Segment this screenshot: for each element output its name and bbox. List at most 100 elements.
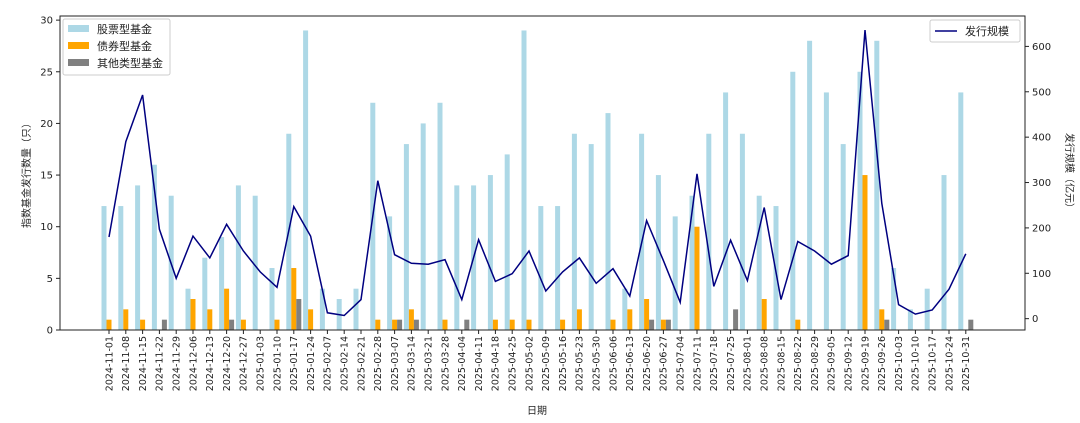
bar-stock (605, 113, 611, 330)
x-tick-label: 2025-05-30 (592, 336, 603, 391)
x-tick-label: 2025-05-09 (541, 336, 552, 391)
bar-bond (408, 309, 414, 330)
bar-bond (240, 319, 246, 330)
y2-axis-label: 发行规模（亿元） (1063, 133, 1076, 213)
y-tick-label: 10 (40, 222, 53, 233)
bar-other (649, 319, 655, 330)
bar-bond (123, 309, 129, 330)
x-tick-label: 2024-12-13 (205, 336, 216, 391)
x-tick-label: 2025-07-18 (709, 336, 720, 391)
bar-other (968, 319, 974, 330)
bar-stock (689, 195, 695, 330)
x-tick-label: 2025-05-23 (575, 336, 586, 391)
bar-stock (252, 195, 258, 330)
bar-bond (862, 175, 868, 330)
bar-bond (694, 226, 700, 330)
bar-other (665, 319, 671, 330)
x-tick-label: 2024-11-08 (121, 336, 132, 391)
bar-stock (655, 175, 661, 330)
bar-bond (761, 299, 767, 330)
x-tick-label: 2024-12-27 (239, 336, 250, 391)
bar-stock (202, 257, 208, 330)
x-tick-label: 2025-06-13 (625, 336, 636, 391)
x-tick-label: 2025-02-14 (340, 336, 351, 391)
bar-stock (924, 288, 930, 330)
bar-bond (610, 319, 616, 330)
legend-label-scale: 发行规模 (965, 24, 1009, 38)
bar-bond (106, 319, 112, 330)
x-tick-label: 2025-02-07 (323, 336, 334, 391)
bar-stock (756, 195, 762, 330)
bar-stock (622, 288, 628, 330)
x-tick-label: 2025-05-16 (558, 336, 569, 391)
x-tick-label: 2025-01-10 (272, 336, 283, 391)
bar-stock (807, 40, 813, 330)
y2-tick-label: 500 (1032, 87, 1051, 98)
legend-swatch-stock (68, 25, 89, 32)
y-tick-label: 0 (47, 326, 53, 337)
x-tick-label: 2025-07-25 (726, 336, 737, 391)
bar-bond (492, 319, 498, 330)
bar-bond (644, 299, 650, 330)
bar-bond (190, 299, 196, 330)
bar-stock (235, 185, 241, 330)
bar-stock (723, 92, 729, 331)
bar-bond (392, 319, 398, 330)
bar-bond (879, 309, 885, 330)
bar-stock (319, 288, 325, 330)
x-tick-label: 2025-10-17 (928, 336, 939, 391)
y-tick-label: 15 (40, 171, 53, 182)
line-layer (108, 30, 967, 317)
bar-other (229, 319, 235, 330)
line-scale (108, 30, 967, 317)
bar-stock (588, 144, 594, 330)
y-tick-label: 20 (40, 119, 53, 130)
x-tick-label: 2025-03-07 (390, 336, 401, 391)
bar-stock (790, 71, 796, 331)
x-tick-label: 2025-04-25 (508, 336, 519, 391)
bar-stock (823, 92, 829, 331)
bar-bond (140, 319, 146, 330)
y2-tick-label: 600 (1032, 42, 1051, 53)
x-tick-label: 2025-04-11 (474, 336, 485, 391)
bar-stock (941, 175, 947, 330)
x-tick-label: 2024-11-22 (155, 336, 166, 391)
bar-stock (303, 30, 309, 331)
legend-line: 发行规模 (929, 19, 1021, 43)
bar-stock (907, 309, 913, 330)
x-tick-label: 2025-08-01 (743, 336, 754, 391)
x-tick-label: 2025-10-31 (961, 336, 972, 391)
y2-tick-label: 300 (1032, 178, 1051, 189)
x-tick-label: 2025-09-19 (860, 336, 871, 391)
x-tick-label: 2025-08-22 (793, 336, 804, 391)
bar-stock (454, 185, 460, 330)
y-axis-left: 0 5 10 15 20 25 30 (40, 16, 60, 337)
bar-stock (706, 133, 712, 330)
bar-stock (387, 216, 393, 330)
x-tick-label: 2025-02-21 (356, 336, 367, 391)
bar-stock (353, 288, 359, 330)
x-tick-label: 2025-06-27 (659, 336, 670, 391)
bar-stock (739, 133, 745, 330)
bar-other (397, 319, 403, 330)
y-tick-label: 30 (40, 16, 53, 27)
bar-stock (504, 154, 510, 330)
legend-label-bond: 债券型基金 (97, 39, 152, 53)
y2-tick-label: 0 (1032, 314, 1038, 325)
bar-bond (308, 309, 314, 330)
x-tick-label: 2025-09-12 (844, 336, 855, 391)
x-tick-label: 2025-01-03 (256, 336, 267, 391)
y2-tick-label: 200 (1032, 223, 1051, 234)
legend-swatch-other (68, 59, 89, 66)
y2-tick-label: 100 (1032, 269, 1051, 280)
bars-layer (101, 30, 974, 331)
bar-bond (291, 268, 297, 330)
bar-bond (795, 319, 801, 330)
x-tick-label: 2024-11-15 (138, 336, 149, 391)
y2-tick-label: 400 (1032, 133, 1051, 144)
x-tick-label: 2025-01-17 (289, 336, 300, 391)
bar-stock (101, 206, 107, 330)
bar-stock (840, 144, 846, 330)
x-tick-label: 2025-08-15 (776, 336, 787, 391)
